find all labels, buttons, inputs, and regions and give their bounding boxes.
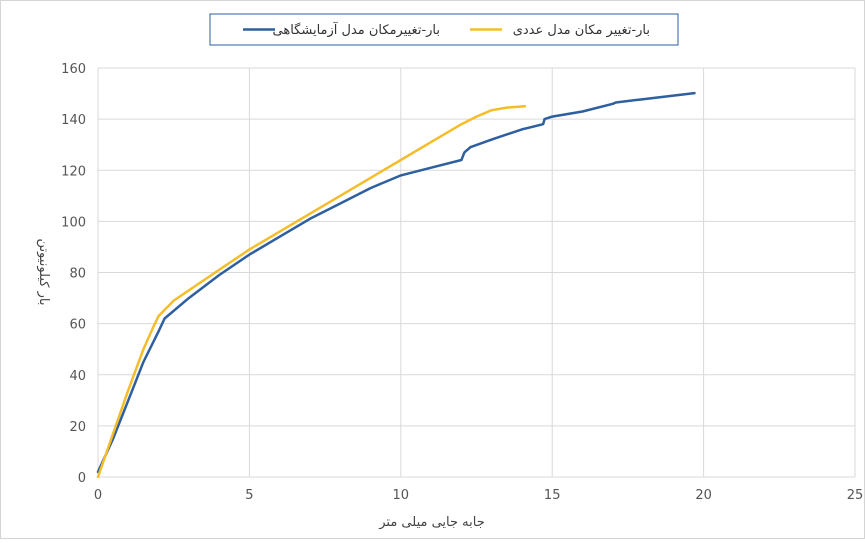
x-tick-label: 5 xyxy=(245,488,253,503)
y-tick-label: 140 xyxy=(61,113,86,128)
legend-label-experimental: بار-تغییرمکان مدل آزمایشگاهی xyxy=(273,21,440,38)
y-tick-label: 100 xyxy=(61,215,86,230)
legend-box xyxy=(209,13,679,46)
y-tick-label: 60 xyxy=(69,318,86,333)
series-lines xyxy=(96,91,696,479)
y-tick-label: 160 xyxy=(61,62,86,77)
x-tick-label: 25 xyxy=(847,488,864,503)
axis-ticks: 0 20 40 60 80 100 120 140 160 0 5 10 15 20 25 xyxy=(61,62,863,503)
y-tick-label: 0 xyxy=(78,471,86,486)
x-tick-label: 0 xyxy=(94,488,102,503)
y-tick-label: 120 xyxy=(61,164,86,179)
legend-label-numerical: بار-تغییر مکان مدل عددی xyxy=(513,23,650,38)
legend: بار-تغییرمکان مدل آزمایشگاهی بار-تغییر م… xyxy=(209,13,679,46)
x-tick-label: 20 xyxy=(695,488,712,503)
y-tick-label: 40 xyxy=(69,369,86,384)
grid xyxy=(97,67,856,478)
x-tick-label: 15 xyxy=(544,488,561,503)
x-tick-label: 10 xyxy=(393,488,410,503)
y-axis-label: بار کیلونیوتن xyxy=(36,239,51,306)
x-axis-label: جابه جایی میلی متر xyxy=(378,515,485,530)
series-line-numerical xyxy=(96,105,527,479)
series-line-experimental xyxy=(96,91,696,474)
y-tick-label: 80 xyxy=(69,267,86,282)
y-tick-label: 20 xyxy=(69,420,86,435)
